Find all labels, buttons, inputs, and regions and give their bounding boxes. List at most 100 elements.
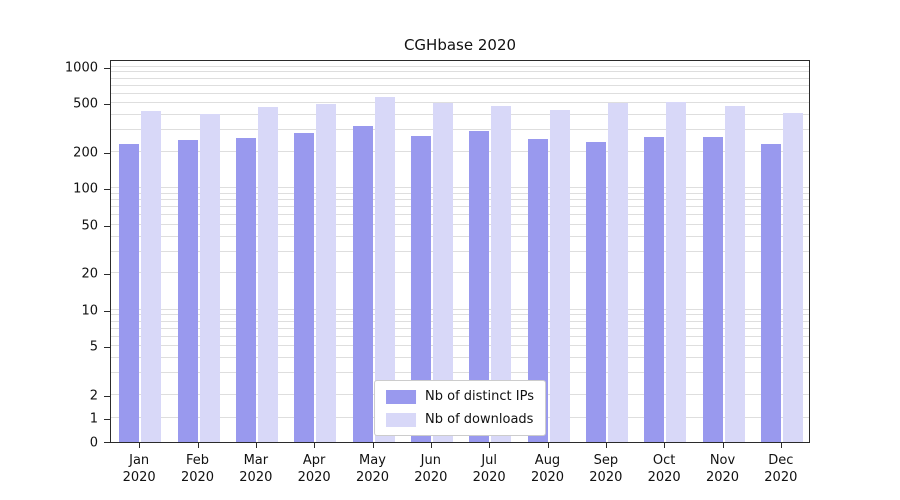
gridline xyxy=(111,327,809,329)
y-tick-label: 1000 xyxy=(64,60,98,76)
gridline xyxy=(111,71,809,73)
y-tick-label: 20 xyxy=(81,266,98,282)
x-tick-mark xyxy=(547,443,549,448)
y-tick-label: 5 xyxy=(89,339,98,355)
y-tick-mark xyxy=(104,225,110,227)
bar-downloads-feb xyxy=(199,113,220,442)
bar-downloads-jan xyxy=(141,111,162,442)
x-tick-mark xyxy=(722,443,724,448)
gridline xyxy=(111,192,809,194)
y-tick-mark xyxy=(104,442,110,443)
legend: Nb of distinct IPs Nb of downloads xyxy=(374,380,546,436)
x-tick-label: Dec 2020 xyxy=(764,453,798,485)
x-tick-mark xyxy=(372,443,374,448)
bar-downloads-may xyxy=(374,97,395,442)
gridline xyxy=(111,357,809,359)
x-tick-mark xyxy=(314,443,316,448)
y-tick-mark xyxy=(104,189,110,191)
bar-distinct-ips-jul xyxy=(469,131,490,442)
x-tick-mark xyxy=(489,443,491,448)
bar-downloads-nov xyxy=(724,106,745,442)
legend-swatch-downloads xyxy=(386,412,417,427)
x-tick-label: Jul 2020 xyxy=(472,453,506,485)
bar-distinct-ips-mar xyxy=(235,137,256,442)
plot-area: Nb of distinct IPs Nb of downloads xyxy=(110,60,810,443)
gridline xyxy=(111,235,809,237)
legend-item-downloads: Nb of downloads xyxy=(386,412,534,427)
y-tick-label: 0 xyxy=(89,435,98,451)
x-tick-label: Jun 2020 xyxy=(414,453,448,485)
bar-distinct-ips-apr xyxy=(294,133,315,442)
x-tick-mark xyxy=(197,443,199,448)
y-tick-mark xyxy=(104,274,110,276)
bar-distinct-ips-feb xyxy=(177,139,198,442)
y-tick-mark xyxy=(104,104,110,106)
x-tick-mark xyxy=(255,443,257,448)
y-tick-label: 1 xyxy=(89,411,98,427)
gridline xyxy=(111,308,809,310)
bar-distinct-ips-jan xyxy=(119,144,140,442)
gridline xyxy=(111,314,809,316)
gridline xyxy=(111,92,809,94)
y-tick-mark xyxy=(104,395,110,397)
x-axis-labels: Jan 2020 Feb 2020 Mar 2020 Apr 2020 May 2020 Jun 20… xyxy=(110,452,810,492)
gridline xyxy=(111,206,809,208)
x-tick-mark xyxy=(664,443,666,448)
legend-item-distinct-ips: Nb of distinct IPs xyxy=(386,389,534,404)
bar-downloads-apr xyxy=(316,104,337,442)
gridline xyxy=(111,214,809,216)
x-tick-label: Feb 2020 xyxy=(180,453,215,485)
x-tick-label: May 2020 xyxy=(355,453,390,485)
bar-distinct-ips-jun xyxy=(410,135,431,442)
y-tick-label: 500 xyxy=(73,96,98,112)
gridline xyxy=(111,187,809,189)
y-tick-label: 200 xyxy=(73,145,98,161)
bar-downloads-oct xyxy=(666,101,687,442)
legend-label-distinct-ips: Nb of distinct IPs xyxy=(425,389,534,404)
x-axis-ticks xyxy=(110,443,810,449)
bar-distinct-ips-nov xyxy=(702,136,723,442)
y-tick-label: 100 xyxy=(73,181,98,197)
x-tick-label: Nov 2020 xyxy=(705,453,740,485)
gridline xyxy=(111,372,809,374)
x-tick-mark xyxy=(605,443,607,448)
x-tick-label: Sep 2020 xyxy=(589,453,623,485)
bar-distinct-ips-aug xyxy=(527,138,548,442)
gridline xyxy=(111,223,809,225)
bar-distinct-ips-sep xyxy=(585,142,606,442)
y-tick-label: 10 xyxy=(81,303,98,319)
x-tick-mark xyxy=(780,443,782,448)
x-tick-label: Oct 2020 xyxy=(647,453,681,485)
gridline xyxy=(111,335,809,337)
gridline xyxy=(111,345,809,347)
bar-downloads-jul xyxy=(491,105,512,442)
y-tick-mark xyxy=(104,419,110,421)
gridline xyxy=(111,199,809,201)
y-tick-label: 2 xyxy=(89,388,98,404)
gridline xyxy=(111,320,809,322)
gridline xyxy=(111,84,809,86)
x-tick-mark xyxy=(139,443,141,448)
gridline xyxy=(111,114,809,116)
bar-distinct-ips-may xyxy=(352,126,373,442)
x-tick-label: Aug 2020 xyxy=(530,453,565,485)
legend-label-downloads: Nb of downloads xyxy=(425,412,534,427)
gridline xyxy=(111,102,809,104)
bar-downloads-sep xyxy=(607,102,628,442)
gridline xyxy=(111,272,809,274)
x-tick-label: Mar 2020 xyxy=(239,453,273,485)
gridline xyxy=(111,129,809,131)
bar-distinct-ips-oct xyxy=(644,136,665,442)
bar-downloads-dec xyxy=(782,112,803,442)
x-tick-mark xyxy=(430,443,432,448)
bar-distinct-ips-dec xyxy=(760,144,781,442)
y-tick-mark xyxy=(104,310,110,312)
bar-downloads-mar xyxy=(257,106,278,442)
y-tick-label: 50 xyxy=(81,218,98,234)
bar-downloads-jun xyxy=(432,102,453,442)
chart-title: CGHbase 2020 xyxy=(403,36,517,54)
legend-swatch-distinct-ips xyxy=(386,389,417,404)
x-tick-label: Jan 2020 xyxy=(122,453,156,485)
y-tick-mark xyxy=(104,152,110,154)
gridline xyxy=(111,66,809,67)
